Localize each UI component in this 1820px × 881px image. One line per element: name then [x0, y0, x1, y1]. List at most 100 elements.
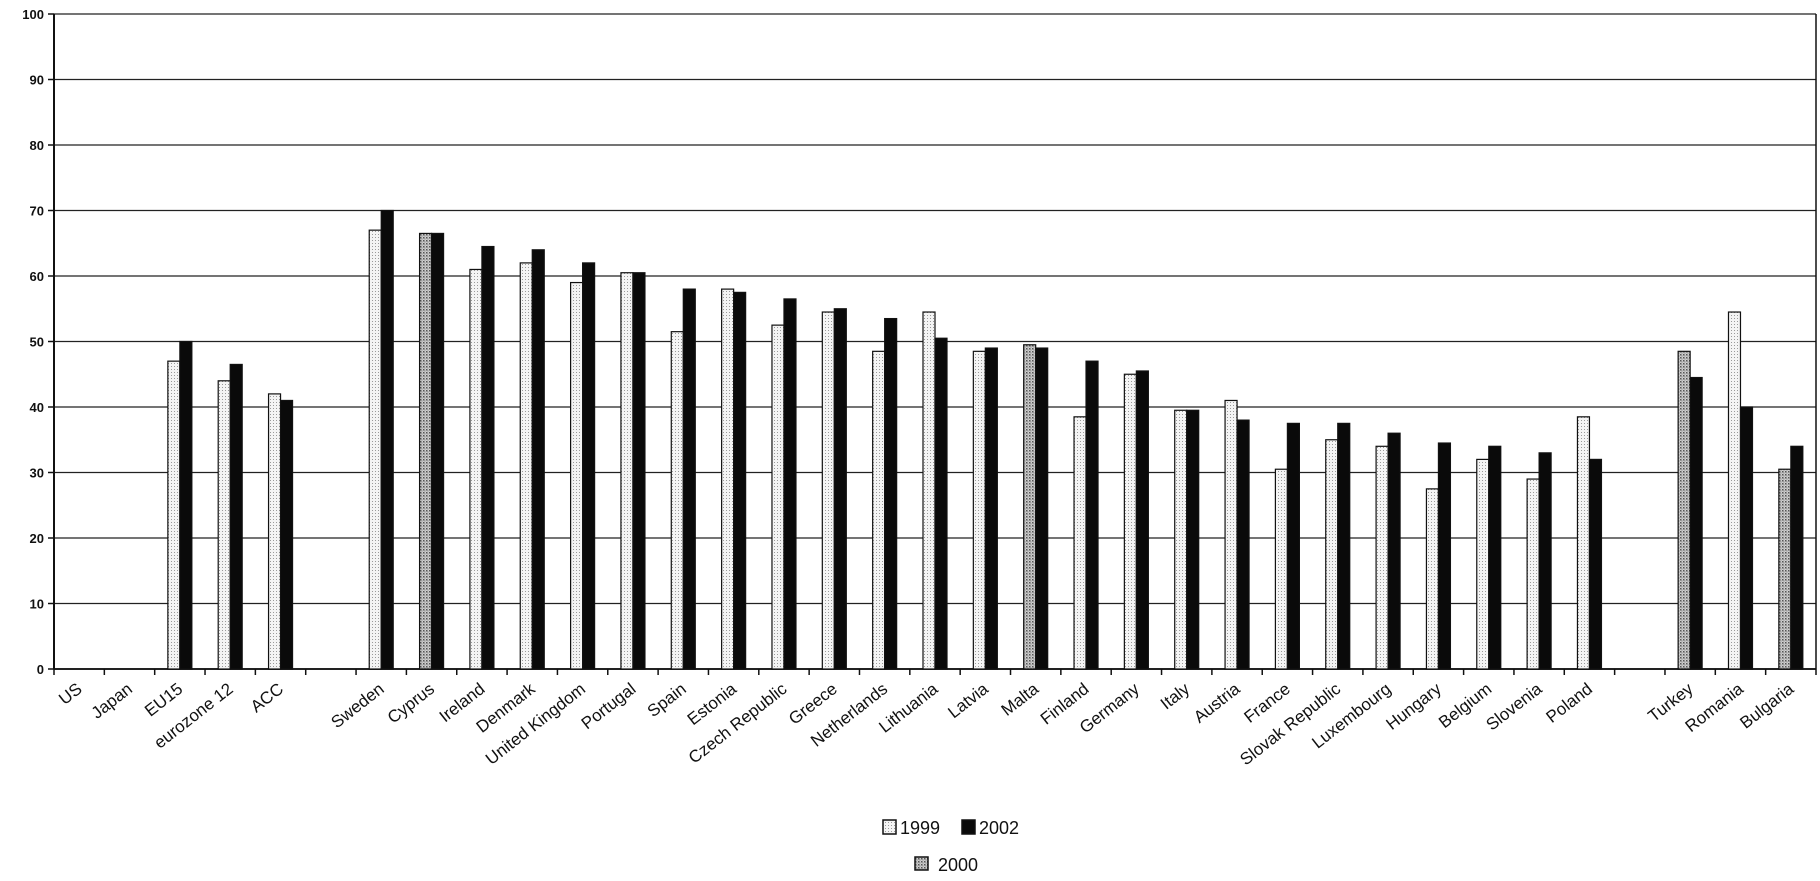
bar-1999-hungary [1425, 488, 1440, 670]
x-category-label: Romania [1682, 679, 1748, 736]
bar-2002-hungary [1437, 442, 1452, 670]
bar-2002-turkey [1689, 376, 1703, 670]
x-category-label: Slovenia [1482, 679, 1546, 734]
bar-1999-finland [1073, 416, 1087, 670]
x-category-label: Hungary [1383, 679, 1446, 734]
x-category-label: Sweden [328, 679, 388, 732]
bar-2002-belgium [1488, 445, 1502, 670]
bar-2002-greece [833, 308, 847, 670]
bar-2002-latvia [984, 347, 998, 670]
x-category-label: Cyprus [384, 679, 438, 727]
bar-2002-luxembourg [1387, 432, 1401, 670]
bar-2000-turkey [1677, 350, 1691, 670]
y-tick-label: 30 [30, 466, 44, 481]
y-tick-label: 0 [37, 662, 44, 677]
legend-swatch-2002 [961, 819, 976, 835]
y-tick-label: 80 [30, 138, 44, 153]
bar-2002-bulgaria [1790, 445, 1804, 670]
bar-1999-slovak-republic [1325, 439, 1339, 670]
bar-2002-lithuania [934, 337, 948, 670]
y-tick-label: 10 [30, 597, 44, 612]
x-category-label: ACC [247, 679, 287, 716]
bar-1999-portugal [620, 272, 634, 670]
bar-2002-italy [1186, 409, 1200, 670]
bar-1999-united-kingdom [569, 281, 584, 670]
y-tick-label: 70 [30, 204, 44, 219]
bar-1999-ireland [469, 268, 483, 670]
bar-2002-poland [1588, 458, 1603, 670]
legend-label-1999: 1999 [900, 818, 940, 838]
y-tick-label: 40 [30, 400, 44, 415]
bar-2002-germany [1135, 370, 1149, 670]
x-category-label: Bulgaria [1736, 679, 1797, 733]
bar-2002-estonia [733, 291, 747, 670]
bar-2002-acc [279, 399, 294, 670]
y-tick-label: 20 [30, 531, 44, 546]
bar-1999-netherlands [872, 350, 886, 670]
bar-1999-sweden [368, 229, 382, 670]
legend-swatch-2000 [914, 856, 929, 871]
bar-2002-finland [1085, 360, 1099, 670]
bar-2002-romania [1739, 406, 1754, 670]
legend-label-2000: 2000 [938, 855, 978, 875]
bar-2002-eu15 [179, 340, 193, 670]
bar-2002-slovenia [1538, 452, 1552, 670]
y-tick-label: 50 [30, 335, 44, 350]
bar-2000-cyprus [418, 232, 433, 670]
legend-item-2002: 2002 [961, 818, 1019, 838]
bar-1999-luxembourg [1375, 445, 1389, 670]
bar-2000-bulgaria [1778, 468, 1792, 670]
bar-1999-greece [821, 311, 835, 670]
bar-1999-estonia [721, 288, 735, 670]
y-tick-label: 100 [22, 7, 44, 22]
bar-2002-denmark [531, 249, 545, 670]
bar-1999-eurozone-12 [217, 380, 231, 670]
bars [167, 209, 1804, 670]
bar-1999-germany [1123, 373, 1137, 670]
x-category-label: Spain [644, 679, 690, 721]
bar-1999-poland [1576, 416, 1591, 670]
x-category-label: Italy [1157, 679, 1194, 713]
x-category-label: Portugal [578, 679, 640, 733]
x-category-label: US [55, 679, 85, 709]
bar-2002-ireland [481, 245, 495, 670]
bar-2002-austria [1236, 419, 1250, 670]
bar-2002-cyprus [430, 232, 445, 670]
bar-1999-spain [670, 331, 684, 670]
x-category-label: Austria [1190, 679, 1244, 727]
bar-2002-slovak-republic [1337, 422, 1351, 670]
legend: 1999 2002 2000 [882, 818, 1019, 875]
legend-swatch-1999 [882, 819, 897, 835]
bar-1999-belgium [1476, 458, 1490, 670]
axes [48, 13, 1817, 675]
legend-item-2000: 2000 [914, 855, 978, 875]
bar-1999-latvia [972, 350, 986, 670]
bar-2000-malta [1023, 344, 1037, 670]
x-category-label: Poland [1543, 679, 1596, 727]
bar-2002-eurozone-12 [229, 363, 243, 670]
bar-2002-malta [1035, 347, 1049, 670]
bar-1999-slovenia [1526, 478, 1540, 670]
bar-2002-france [1286, 422, 1301, 670]
bar-1999-eu15 [167, 360, 181, 670]
bar-2002-netherlands [884, 317, 898, 670]
bar-2002-portugal [632, 272, 646, 670]
bar-2002-sweden [380, 209, 394, 670]
bar-1999-lithuania [922, 311, 936, 670]
bar-1999-italy [1174, 409, 1188, 670]
bar-1999-france [1274, 468, 1289, 670]
y-tick-labels: 0 10 20 30 40 50 60 70 80 90 100 [22, 7, 44, 677]
y-tick-label: 60 [30, 269, 44, 284]
legend-label-2002: 2002 [979, 818, 1019, 838]
bar-1999-romania [1727, 311, 1742, 670]
bar-1999-czech-republic [771, 324, 785, 670]
legend-item-1999: 1999 [882, 818, 940, 838]
x-category-label: Latvia [944, 679, 992, 722]
bar-2002-united-kingdom [581, 262, 596, 670]
bar-2002-czech-republic [783, 298, 797, 670]
bar-1999-acc [267, 393, 282, 670]
y-tick-label: 90 [30, 73, 44, 88]
